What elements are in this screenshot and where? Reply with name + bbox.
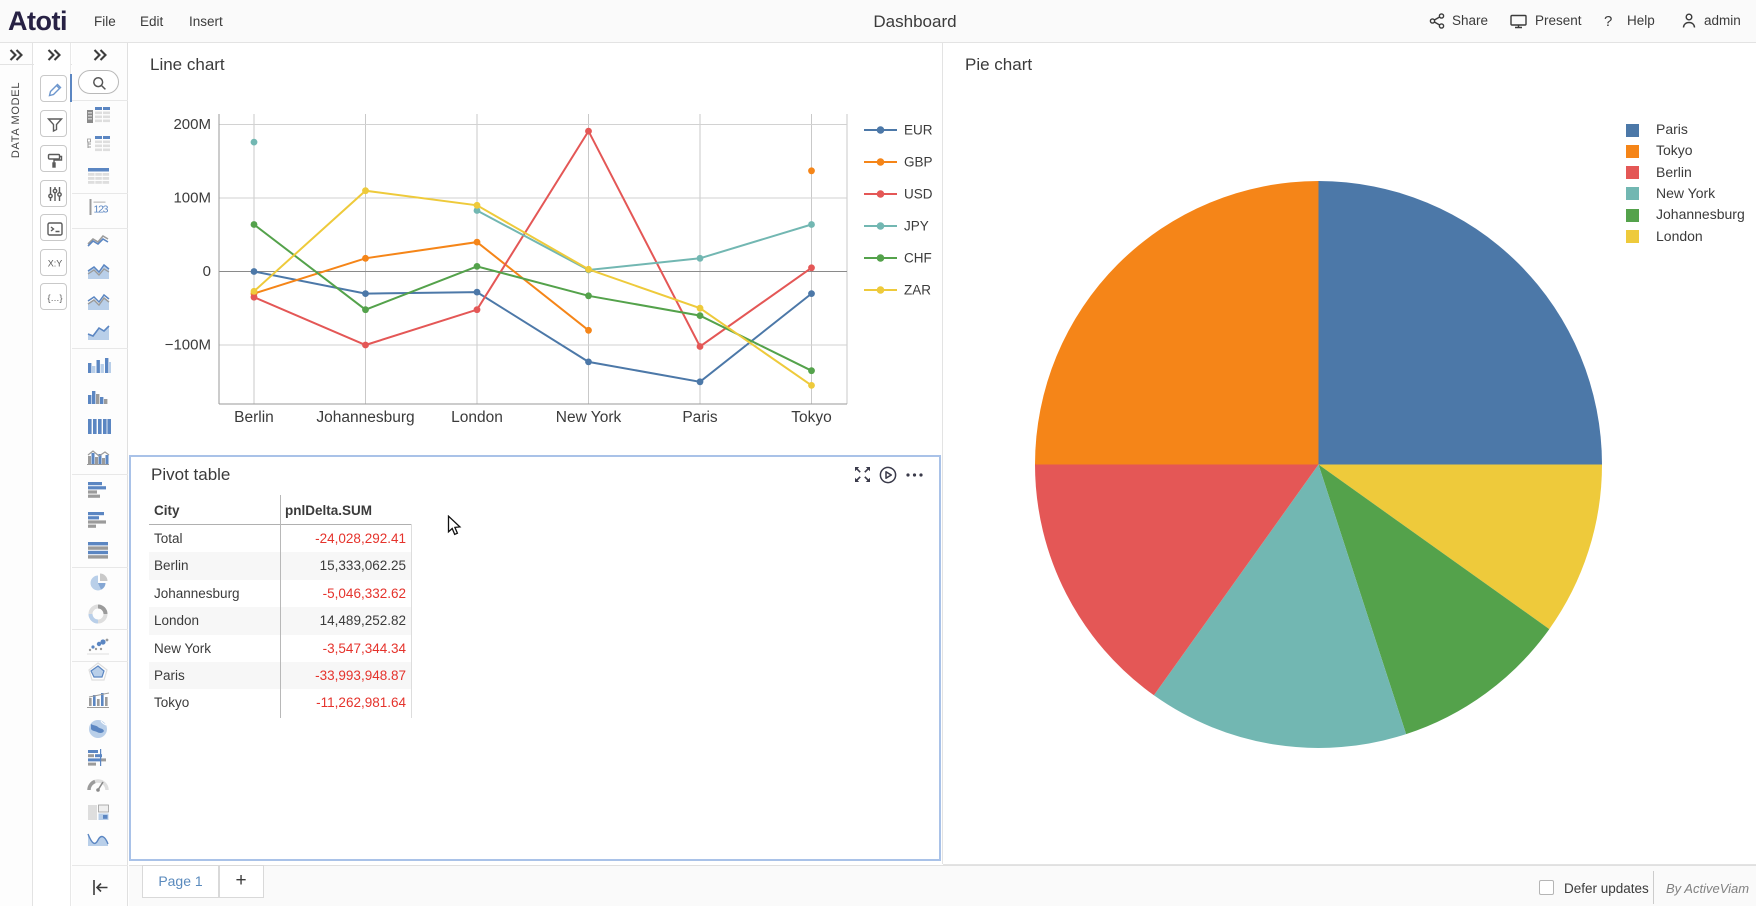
svg-text:Berlin: Berlin [234, 409, 274, 426]
svg-text:200M: 200M [173, 116, 211, 133]
svg-text:100M: 100M [173, 190, 211, 207]
svg-text:New York: New York [556, 409, 622, 426]
svg-text:Johannesburg: Johannesburg [316, 409, 414, 426]
svg-text:−100M: −100M [165, 337, 211, 354]
svg-text:USD: USD [904, 187, 933, 202]
svg-text:0: 0 [203, 263, 211, 280]
svg-text:EUR: EUR [904, 123, 933, 138]
svg-text:GBP: GBP [904, 155, 933, 170]
svg-text:ZAR: ZAR [904, 283, 931, 298]
svg-text:Paris: Paris [682, 409, 718, 426]
svg-text:{…}: {…} [47, 293, 62, 303]
svg-text:123: 123 [94, 203, 109, 215]
svg-text:CHF: CHF [904, 251, 932, 266]
svg-text:London: London [451, 409, 503, 426]
svg-text:JPY: JPY [904, 219, 929, 234]
svg-text:Tokyo: Tokyo [791, 409, 832, 426]
svg-text:X:Y: X:Y [47, 259, 62, 269]
